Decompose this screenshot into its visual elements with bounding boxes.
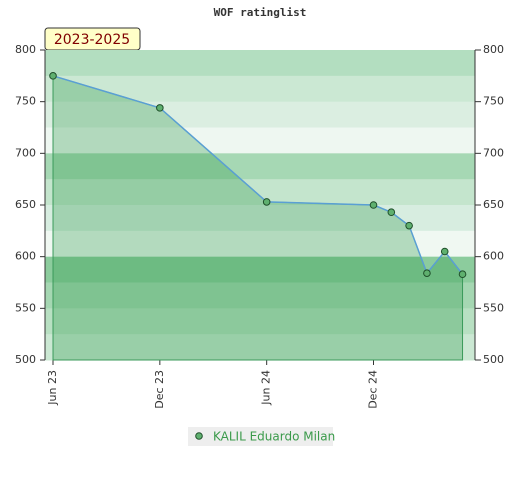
x-tick-label: Dec 24 xyxy=(367,370,380,409)
y-tick-label: 500 xyxy=(15,353,36,366)
point xyxy=(49,72,57,80)
background-band xyxy=(45,50,475,77)
y2-tick-label: 700 xyxy=(483,146,504,159)
y-tick-label: 700 xyxy=(15,146,36,159)
point xyxy=(156,104,164,112)
y2-tick-label: 750 xyxy=(483,95,504,108)
y2-tick-label: 500 xyxy=(483,353,504,366)
y2-tick-label: 550 xyxy=(483,301,504,314)
x-tick-label: Jun 24 xyxy=(260,370,273,406)
y2-tick-label: 800 xyxy=(483,43,504,56)
point xyxy=(440,247,449,256)
y-tick-label: 650 xyxy=(15,198,36,211)
point xyxy=(262,198,271,206)
background-band xyxy=(45,127,475,154)
point xyxy=(423,269,431,278)
legend-marker xyxy=(195,432,203,440)
background-band xyxy=(45,308,475,335)
background-band xyxy=(45,282,475,309)
x-tick-label: Jun 23 xyxy=(46,370,59,406)
x-tick-label: Dec 23 xyxy=(153,370,166,409)
background-band xyxy=(45,75,475,103)
annotation: 2023-2025 xyxy=(54,32,130,48)
point xyxy=(458,270,467,279)
y-tick-label: 750 xyxy=(15,95,36,108)
point xyxy=(405,221,413,230)
background-band xyxy=(45,205,475,232)
y2-tick-label: 600 xyxy=(483,250,504,263)
background-band xyxy=(45,256,475,283)
point xyxy=(369,201,378,209)
point xyxy=(387,208,396,217)
background-band xyxy=(45,101,475,128)
legend-label: KALIL Eduardo Milan xyxy=(213,430,335,444)
background-band xyxy=(45,334,475,361)
y-tick-label: 600 xyxy=(15,250,36,263)
y-tick-label: 550 xyxy=(15,301,36,314)
y2-tick-label: 650 xyxy=(483,198,504,211)
background-band xyxy=(45,153,475,180)
legend-box xyxy=(188,427,333,446)
chart-title: WOF ratinglist xyxy=(214,6,307,19)
y-tick-label: 800 xyxy=(15,43,36,56)
background-band xyxy=(45,230,475,258)
background-band xyxy=(45,179,475,206)
